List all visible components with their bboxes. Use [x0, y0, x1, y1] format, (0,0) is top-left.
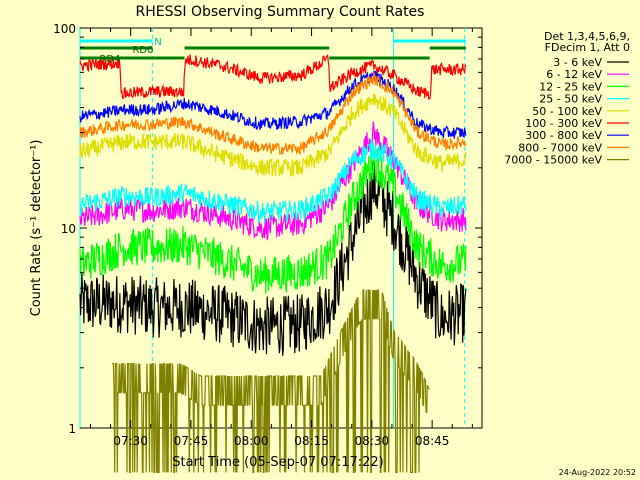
- marker-label-rd4: RD4: [99, 54, 120, 65]
- y-tick-label: 10: [61, 222, 76, 236]
- axes: 1 10 100 07:30 07:45 08:00 08:15 08:30 08:45: [53, 22, 482, 448]
- x-tick-label: 08:15: [294, 434, 329, 448]
- y-axis-label: Count Rate (s⁻¹ detector⁻¹): [29, 140, 44, 317]
- legend-header-line-2: FDecim 1, Att 0: [545, 41, 630, 54]
- legend-entry-label: 800 - 7000 keV: [518, 141, 602, 154]
- legend-entry-label: 3 - 6 keV: [553, 56, 602, 69]
- series-line-12-25-kev: [79, 146, 467, 294]
- x-tick-label: 08:45: [415, 434, 450, 448]
- legend-header-line-1: Det 1,3,4,5,6,9,: [544, 30, 630, 43]
- legend-entry-label: 300 - 800 keV: [525, 129, 602, 142]
- x-tick-label: 07:45: [174, 434, 209, 448]
- legend-entry-label: 100 - 300 keV: [525, 117, 602, 130]
- y-tick-label: 1: [68, 422, 76, 436]
- chart-title: RHESSI Observing Summary Count Rates: [136, 4, 425, 20]
- legend-entry-label: 12 - 25 keV: [539, 80, 602, 93]
- series-line-25-50-kev: [79, 139, 467, 224]
- series-line-50-100-kev: [79, 93, 467, 177]
- x-tick-label: 07:30: [113, 434, 148, 448]
- x-tick-label: 08:30: [355, 434, 390, 448]
- legend-entry-label: 50 - 100 keV: [532, 105, 602, 118]
- series-line-3-6-kev: [79, 158, 467, 356]
- series-line-7000-15000-kev: [112, 289, 430, 473]
- x-tick-label: 08:00: [234, 434, 269, 448]
- legend-entry-label: 7000 - 15000 keV: [504, 154, 602, 167]
- y-tick-label: 100: [53, 22, 76, 36]
- marker-label-n: N: [154, 37, 161, 48]
- series-layer: [79, 53, 467, 473]
- series-line-800-7000-kev: [79, 71, 467, 156]
- legend-entry-label: 6 - 12 keV: [546, 68, 602, 81]
- series-line-300-800-kev: [79, 70, 467, 140]
- series-line-100-300-kev: [79, 53, 467, 100]
- timestamp: 24-Aug-2022 20:52: [559, 468, 636, 477]
- marker-label-rd0: RD0: [132, 45, 153, 56]
- legend-entry-label: 25 - 50 keV: [539, 93, 602, 106]
- legend: Det 1,3,4,5,6,9, FDecim 1, Att 0 3 - 6 k…: [504, 30, 630, 167]
- x-axis-label: Start Time (05-Sep-07 07:17:22): [172, 455, 383, 470]
